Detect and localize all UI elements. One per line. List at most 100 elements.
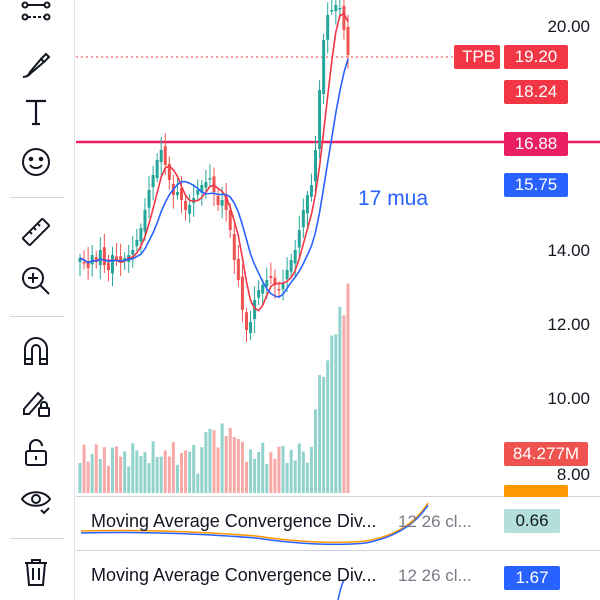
axis-tick: 10.00 <box>547 389 590 408</box>
candle-body <box>147 190 151 208</box>
chart-area[interactable]: 17 mua 20.00 14.00 12.00 10.00 8.00 TPB … <box>76 0 600 600</box>
indicator-title[interactable]: Moving Average Convergence Div... <box>91 565 377 585</box>
macd-1-mini <box>80 502 429 546</box>
macd-2-mini <box>337 579 345 600</box>
eye-icon[interactable] <box>16 480 56 520</box>
volume-bar <box>139 455 143 493</box>
indicator-params[interactable]: 12 26 cl... <box>398 512 472 531</box>
volume-bar <box>265 464 269 493</box>
candle-body <box>175 192 179 196</box>
pane-separator[interactable] <box>76 550 600 551</box>
volume-bar <box>232 437 236 493</box>
volume-bar <box>277 446 281 493</box>
macd-axis-tag <box>504 485 568 497</box>
volume-bar <box>188 451 192 493</box>
candle-body <box>216 195 220 205</box>
volume-bar <box>318 375 322 493</box>
volume-bar <box>110 447 114 493</box>
trash-icon[interactable] <box>16 552 56 592</box>
candle-body <box>309 185 313 197</box>
indicator-title[interactable]: Moving Average Convergence Div... <box>91 511 377 531</box>
candle-body <box>261 285 265 294</box>
volume-bar <box>196 473 200 493</box>
volume-bar <box>334 334 338 493</box>
volume-bar <box>94 444 98 493</box>
volume-bar <box>240 441 244 493</box>
symbol-tag: TPB <box>454 45 500 69</box>
candle-body <box>228 210 232 230</box>
candle-body <box>102 247 106 265</box>
candle-body <box>277 288 281 291</box>
candle-body <box>326 15 330 40</box>
indicator-params[interactable]: 12 26 cl... <box>398 566 472 585</box>
volume-bar <box>78 463 82 493</box>
candle-body <box>188 205 192 214</box>
volume-bar <box>98 459 102 493</box>
pane-separator[interactable] <box>76 496 600 497</box>
volume-tag: 84.277M <box>504 442 588 466</box>
volume-bar <box>143 452 147 493</box>
volume-bar <box>285 462 289 493</box>
unlock-icon[interactable] <box>16 432 56 472</box>
magnet-icon[interactable] <box>16 332 56 372</box>
candle-body <box>94 256 98 262</box>
ma-blue-line <box>79 58 349 298</box>
chart-annotation[interactable]: 17 mua <box>358 187 429 210</box>
candle-body <box>273 277 277 285</box>
volume-bar <box>159 456 163 493</box>
volume-bar <box>261 442 265 493</box>
candle-body <box>220 200 224 206</box>
candle-body <box>163 146 167 165</box>
hline-price-tag[interactable]: 16.88 <box>504 132 568 156</box>
candle-body <box>135 240 139 247</box>
ruler-icon[interactable] <box>16 212 56 252</box>
last-price-tag: 19.20 <box>504 45 568 69</box>
volume-bar <box>175 464 179 493</box>
volume-bar <box>192 445 196 493</box>
volume-bar <box>200 447 204 493</box>
volume-bar <box>269 452 273 493</box>
volume-bar <box>346 283 350 493</box>
candle-body <box>200 185 204 193</box>
volume-bar <box>151 441 155 493</box>
candle-body <box>289 260 293 272</box>
volume-bar <box>82 444 86 493</box>
emoji-icon[interactable] <box>16 142 56 182</box>
candle-body <box>342 5 346 30</box>
volume-bar <box>293 460 297 493</box>
volume-bar <box>301 451 305 493</box>
drawing-toolbar <box>0 0 75 600</box>
volume-bar <box>171 441 175 493</box>
candle-body <box>253 300 257 320</box>
axis-tick: 14.00 <box>547 241 590 260</box>
volume-bar <box>106 465 110 493</box>
trend-line-tools-icon[interactable] <box>16 0 56 32</box>
ma-price-tag: 18.24 <box>504 80 568 104</box>
candle-body <box>82 261 86 264</box>
candle-body <box>322 40 326 94</box>
candle-body <box>265 280 269 287</box>
volume-bar <box>236 438 240 493</box>
candle-body <box>318 90 322 150</box>
text-tool-icon[interactable] <box>16 92 56 132</box>
candle-body <box>330 10 334 12</box>
volume-bar <box>249 449 253 493</box>
candle-body <box>301 210 305 228</box>
price-chart[interactable] <box>76 0 600 600</box>
candle-body <box>86 260 90 268</box>
candle-body <box>184 200 188 210</box>
axis-tick: 8.00 <box>556 465 590 484</box>
volume-bar <box>244 461 248 493</box>
volume-bar <box>204 432 208 493</box>
candle-body <box>257 290 261 298</box>
lock-drawing-icon[interactable] <box>16 382 56 422</box>
volume-bar <box>86 461 90 493</box>
candle-body <box>159 150 163 163</box>
volume-bar <box>297 443 301 493</box>
brush-icon[interactable] <box>16 46 56 86</box>
volume-bars <box>78 283 350 493</box>
zoom-in-icon[interactable] <box>16 261 56 301</box>
candle-body <box>314 150 318 182</box>
candle-body <box>78 258 82 262</box>
candle-body <box>196 190 200 195</box>
